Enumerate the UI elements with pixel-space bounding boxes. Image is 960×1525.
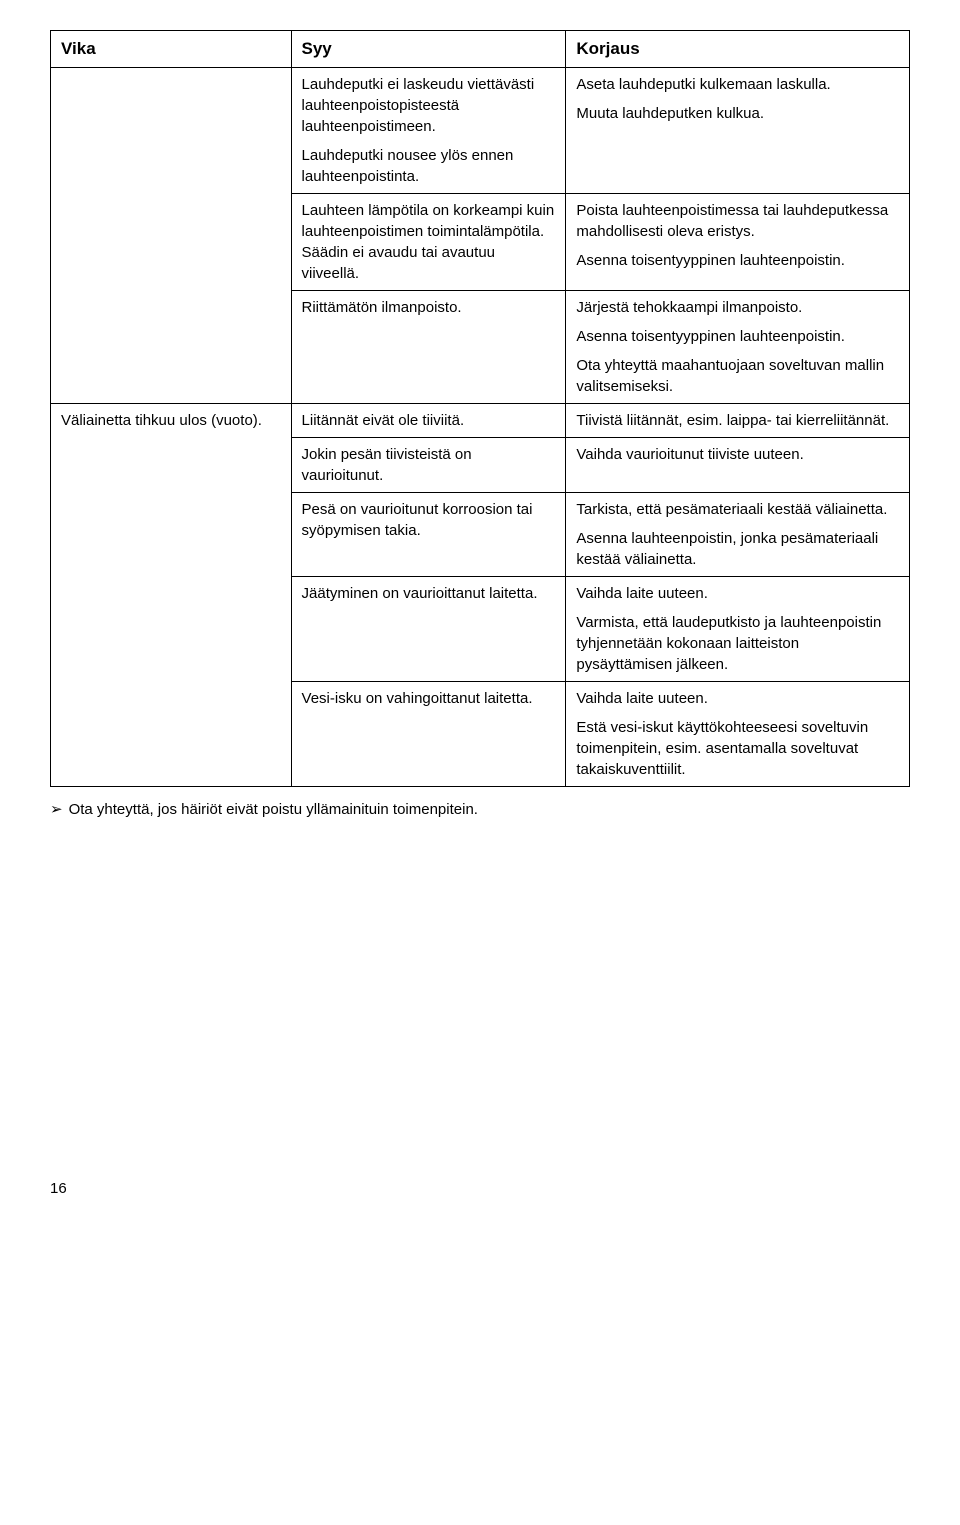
table-row: Lauhdeputki ei laskeudu viettävästi lauh… [51,67,910,193]
header-syy: Syy [291,31,566,68]
cell-korjaus: Poista lauhteenpoistimessa tai lauhdeput… [566,193,910,290]
cell-text: Muuta lauhdeputken kulkua. [576,103,899,124]
cell-empty [51,67,292,403]
cell-syy: Pesä on vaurioitunut korroosion tai syöp… [291,492,566,576]
cell-text: Ota yhteyttä maahantuojaan soveltuvan ma… [576,355,899,397]
footer-text: Ota yhteyttä, jos häiriöt eivät poistu y… [69,799,478,820]
arrow-icon: ➢ [50,799,63,820]
cell-text: Estä vesi-iskut käyttökohteeseesi sovelt… [576,717,899,780]
cell-korjaus: Aseta lauhdeputki kulkemaan laskulla. Mu… [566,67,910,193]
table-row: Väliainetta tihkuu ulos (vuoto). Liitänn… [51,403,910,437]
cell-korjaus: Vaihda vaurioitunut tiiviste uuteen. [566,437,910,492]
cell-korjaus: Järjestä tehokkaampi ilmanpoisto. Asenna… [566,290,910,403]
cell-syy: Liitännät eivät ole tiiviitä. [291,403,566,437]
table-header-row: Vika Syy Korjaus [51,31,910,68]
cell-text: Vaihda laite uuteen. [576,688,899,709]
cell-korjaus: Tarkista, että pesämateriaali kestää väl… [566,492,910,576]
cell-text: Lauhdeputki ei laskeudu viettävästi lauh… [302,74,556,137]
cell-korjaus: Vaihda laite uuteen. Estä vesi-iskut käy… [566,681,910,786]
cell-syy: Vesi-isku on vahingoittanut laitetta. [291,681,566,786]
cell-korjaus: Vaihda laite uuteen. Varmista, että laud… [566,576,910,681]
cell-text: Varmista, että laudeputkisto ja lauhteen… [576,612,899,675]
cell-text: Poista lauhteenpoistimessa tai lauhdeput… [576,200,899,242]
cell-syy: Riittämätön ilmanpoisto. [291,290,566,403]
cell-syy: Jokin pesän tiivisteistä on vaurioitunut… [291,437,566,492]
cell-text: Asenna toisentyyppinen lauhteenpoistin. [576,326,899,347]
cell-vika: Väliainetta tihkuu ulos (vuoto). [51,403,292,786]
page-number: 16 [50,1180,910,1197]
header-korjaus: Korjaus [566,31,910,68]
footer-note: ➢ Ota yhteyttä, jos häiriöt eivät poistu… [50,799,910,820]
cell-text: Asenna lauhteenpoistin, jonka pesämateri… [576,528,899,570]
cell-korjaus: Tiivistä liitännät, esim. laippa- tai ki… [566,403,910,437]
cell-syy: Lauhteen lämpötila on korkeampi kuin lau… [291,193,566,290]
troubleshooting-table: Vika Syy Korjaus Lauhdeputki ei laskeudu… [50,30,910,787]
cell-syy: Jäätyminen on vaurioittanut laitetta. [291,576,566,681]
cell-text: Järjestä tehokkaampi ilmanpoisto. [576,297,899,318]
cell-text: Lauhdeputki nousee ylös ennen lauhteenpo… [302,145,556,187]
cell-text: Aseta lauhdeputki kulkemaan laskulla. [576,74,899,95]
cell-syy: Lauhdeputki ei laskeudu viettävästi lauh… [291,67,566,193]
cell-text: Asenna toisentyyppinen lauhteenpoistin. [576,250,899,271]
header-vika: Vika [51,31,292,68]
cell-text: Tarkista, että pesämateriaali kestää väl… [576,499,899,520]
cell-text: Vaihda laite uuteen. [576,583,899,604]
